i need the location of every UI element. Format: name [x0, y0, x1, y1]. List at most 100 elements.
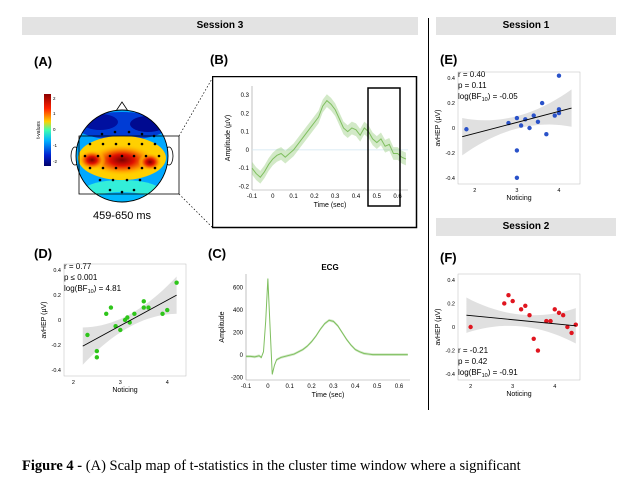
scatter-point: [523, 303, 528, 308]
y-tick-label: 0: [452, 126, 455, 132]
y-tick-label: -0.1: [239, 166, 250, 172]
y-axis-label: avHEP (µV): [435, 309, 442, 346]
y-tick-label: 0: [246, 148, 250, 154]
x-tick-label: 0.4: [351, 384, 360, 390]
y-tick-label: -0.4: [446, 176, 455, 182]
scatter-point: [552, 113, 557, 118]
y-tick-label: 600: [233, 286, 244, 292]
scatter-point: [85, 332, 90, 338]
y-tick-label: -0.4: [446, 372, 455, 378]
x-tick-label: 0: [266, 384, 270, 390]
x-tick-label: 2: [469, 384, 472, 390]
x-tick-label: 4: [166, 380, 169, 386]
scatter-point: [94, 348, 100, 354]
scatter-point: [573, 322, 578, 327]
x-tick-label: 3: [511, 384, 514, 390]
stats-f-bf: log(BF10) = -0.91: [458, 368, 518, 379]
scatter-point: [146, 305, 151, 310]
x-tick-label: 0: [271, 194, 275, 200]
y-tick-label: 0.2: [241, 111, 250, 117]
y-axis-label: Amplitude (µV): [225, 115, 232, 161]
scalp-map-panel: 2 1 0 -1 -2 t-values 459-650 ms: [36, 94, 180, 222]
scatter-point: [464, 127, 469, 132]
colorbar-tick: 2: [53, 96, 56, 101]
regression-line: [466, 314, 576, 327]
x-tick-label: 0.5: [373, 384, 382, 390]
x-tick-label: 3: [119, 380, 122, 386]
cluster-rectangle: [78, 135, 180, 195]
stats-e-p: p = 0.11: [458, 81, 487, 90]
x-tick-label: 3: [515, 188, 518, 194]
stats-d-r: r = 0.77: [64, 262, 92, 271]
scatter-point: [535, 119, 541, 124]
scatter-point: [125, 315, 130, 320]
scatter-point: [160, 311, 165, 316]
y-axis-label: Amplitude: [219, 311, 226, 342]
stats-e-r: r = 0.40: [458, 70, 486, 79]
y-tick-label: 400: [233, 308, 244, 314]
y-tick-label: 0: [58, 318, 61, 324]
scatter-point: [531, 113, 536, 118]
x-tick-label: 4: [553, 384, 556, 390]
scatter-point: [165, 307, 170, 313]
series-line: [246, 278, 408, 375]
scatter-point: [556, 310, 562, 316]
scatter-point: [141, 299, 146, 304]
colorbar-label: t-values: [36, 121, 42, 139]
scatter-point: [527, 313, 532, 318]
scatter-point: [506, 293, 511, 298]
x-tick-label: 2: [72, 380, 75, 386]
colorbar-tick: 0: [53, 127, 56, 132]
electrode-dots: [83, 130, 161, 194]
scatter-point: [514, 175, 520, 180]
x-tick-label: 0.2: [310, 194, 319, 200]
scatter-point: [502, 301, 507, 306]
x-axis-label: Noticing: [112, 387, 137, 394]
panel-label-c: (C): [208, 246, 227, 261]
series-line: [251, 99, 407, 178]
x-axis-label: Noticing: [506, 195, 531, 202]
session2-banner: Session 2: [436, 218, 616, 236]
time-window-label: 459-650 ms: [93, 210, 152, 222]
y-tick-label: 0.3: [241, 93, 250, 99]
scatter-point: [468, 324, 473, 330]
scatter-point: [118, 327, 123, 333]
y-tick-label: -0.2: [446, 349, 455, 355]
y-axis-label: avHEP (µV): [41, 302, 48, 339]
y-tick-label: 0: [240, 353, 244, 359]
y-tick-label: 0.2: [447, 101, 455, 107]
x-axis-label: Time (sec): [312, 392, 345, 399]
x-axis-label: Time (sec): [314, 202, 347, 209]
caption-bold: Figure 4 -: [22, 458, 83, 474]
x-tick-label: 0.5: [373, 194, 382, 200]
ecg-chart: ECG -0.1 0 0.1 0.2 0.3 0.4 0.5 0.6 600 400 200 0 -20…: [219, 263, 410, 399]
scatter-point: [108, 305, 114, 310]
scatter-point: [514, 115, 520, 121]
scatter-point: [544, 318, 549, 324]
colorbar: [44, 94, 51, 166]
y-tick-label: 0.4: [53, 268, 61, 274]
scatter-point: [556, 73, 562, 78]
hep-chart: HEP -0.100.10.20.30.40.50.60.30.20.10-0.…: [212, 76, 418, 229]
session1-banner: Session 1: [436, 17, 616, 35]
scatter-point: [539, 100, 545, 106]
x-tick-label: 0.1: [289, 194, 298, 200]
scatter-e: r = 0.40 p = 0.11 log(BF10) = -0.05 2 3 4 0…: [435, 70, 581, 202]
y-tick-label: -0.2: [446, 151, 455, 157]
y-tick-label: 0.2: [447, 301, 455, 307]
x-axis-label: Noticing: [506, 391, 531, 398]
x-tick-label: 0.6: [395, 384, 404, 390]
head-nose: [115, 101, 129, 112]
x-tick-label: 2: [473, 188, 476, 194]
scatter-point: [518, 123, 524, 128]
scatter-point: [174, 280, 179, 285]
plot-area: [457, 273, 581, 381]
scatter-point: [548, 318, 553, 324]
stats-f-p: p = 0.42: [458, 357, 488, 366]
session-divider: [428, 18, 429, 410]
scatter-point: [535, 348, 541, 353]
scatter-point: [104, 311, 109, 316]
stats-e-bf: log(BF10) = -0.05: [458, 92, 518, 103]
regression-line: [462, 107, 572, 138]
session3-banner: Session 3: [22, 17, 418, 35]
